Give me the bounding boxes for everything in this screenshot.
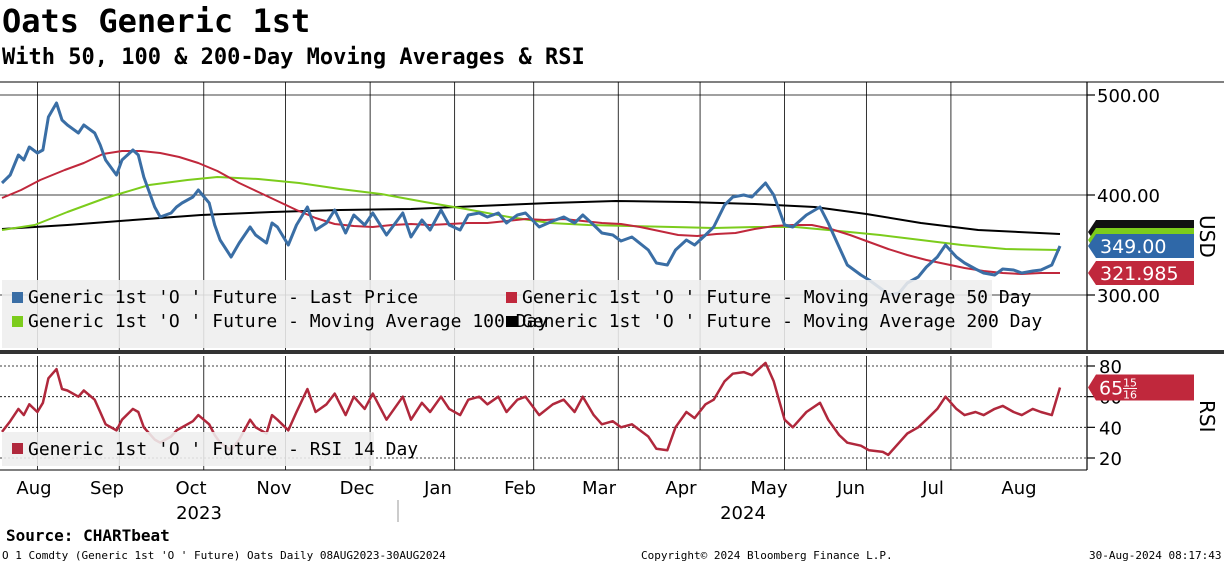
x-year-label: 2024 (720, 503, 766, 522)
rsi-y-tick-label: 40 (1099, 418, 1122, 439)
panel-separator (0, 350, 1224, 354)
legend-entry: Generic 1st 'O ' Future - Last Price (28, 287, 418, 308)
rsi-line (1, 361, 1062, 457)
x-year-label: 2023 (176, 503, 222, 522)
legend-entry: Generic 1st 'O ' Future - RSI 14 Day (28, 439, 418, 460)
x-month-label: Jun (836, 478, 865, 499)
x-month-label: Sep (90, 478, 124, 499)
rsi-badge-whole: 65 (1099, 377, 1123, 399)
rsi-badge-numerator: 15 (1123, 376, 1137, 389)
x-month-label: Feb (504, 478, 536, 499)
x-month-label: Jul (921, 478, 944, 499)
legend-entry: Generic 1st 'O ' Future - Moving Average… (28, 311, 548, 332)
legend-swatch (12, 292, 23, 303)
chart-title: Oats Generic 1st (2, 2, 311, 40)
price-y-tick-label: 400.00 (1097, 186, 1160, 207)
legend-layer: Generic 1st 'O ' Future - Last Price Gene… (2, 280, 1042, 466)
x-month-label: Aug (16, 478, 51, 499)
x-month-label: Apr (665, 478, 697, 499)
x-month-label: May (750, 478, 788, 499)
ma50-badge-shape (1088, 261, 1194, 285)
rsi-badge-denominator: 16 (1123, 388, 1137, 401)
copyright: Copyright© 2024 Bloomberg Finance L.P. (641, 549, 893, 562)
x-month-label: Dec (340, 478, 375, 499)
rsi-y-tick-label: 80 (1099, 357, 1122, 378)
legend-swatch (506, 316, 517, 327)
price-legend-box (2, 280, 992, 348)
legend-entry: Generic 1st 'O ' Future - Moving Average… (522, 311, 1042, 332)
price-y-axis-label: USD (1195, 215, 1219, 258)
axis-layer: 300.00400.00500.0020406080USDRSIAugSepOc… (16, 82, 1219, 522)
chart-subtitle: With 50, 100 & 200-Day Moving Averages &… (2, 45, 585, 70)
ma50-badge-text: 321.985 (1100, 263, 1179, 285)
legend-swatch (506, 292, 517, 303)
legend-entry: Generic 1st 'O ' Future - Moving Average… (522, 287, 1031, 308)
ma200-line (1, 200, 1061, 235)
x-month-label: Oct (175, 478, 206, 499)
source-label: Source: CHARTbeat (6, 526, 170, 545)
rsi-y-tick-label: 20 (1099, 449, 1122, 470)
legend-swatch (12, 316, 23, 327)
timestamp: 30-Aug-2024 08:17:43 (1089, 549, 1222, 562)
last-price-badge-shape (1088, 234, 1194, 258)
chart-canvas: 300.00400.00500.0020406080USDRSIAugSepOc… (0, 81, 1224, 522)
x-month-label: Nov (256, 478, 291, 499)
x-month-label: Mar (582, 478, 617, 499)
rsi-legend-box (2, 432, 374, 466)
rsi-badge-shape (1088, 374, 1194, 401)
ma50-line (1, 150, 1060, 275)
legend-swatch (12, 443, 23, 454)
series-meta: O 1 Comdty (Generic 1st 'O ' Future) Oat… (2, 549, 446, 562)
x-month-label: Jan (423, 478, 452, 499)
price-y-tick-label: 500.00 (1097, 86, 1160, 107)
ma100-line (1, 176, 1061, 251)
x-month-label: Aug (1001, 478, 1036, 499)
price-y-tick-label: 300.00 (1097, 286, 1160, 307)
rsi-y-axis-label: RSI (1195, 400, 1219, 433)
last-price-badge-text: 349.00 (1100, 236, 1166, 258)
